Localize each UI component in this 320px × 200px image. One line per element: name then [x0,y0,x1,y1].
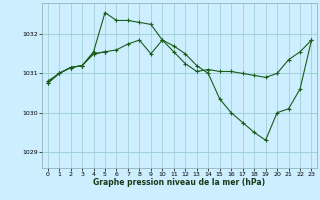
X-axis label: Graphe pression niveau de la mer (hPa): Graphe pression niveau de la mer (hPa) [93,178,266,187]
